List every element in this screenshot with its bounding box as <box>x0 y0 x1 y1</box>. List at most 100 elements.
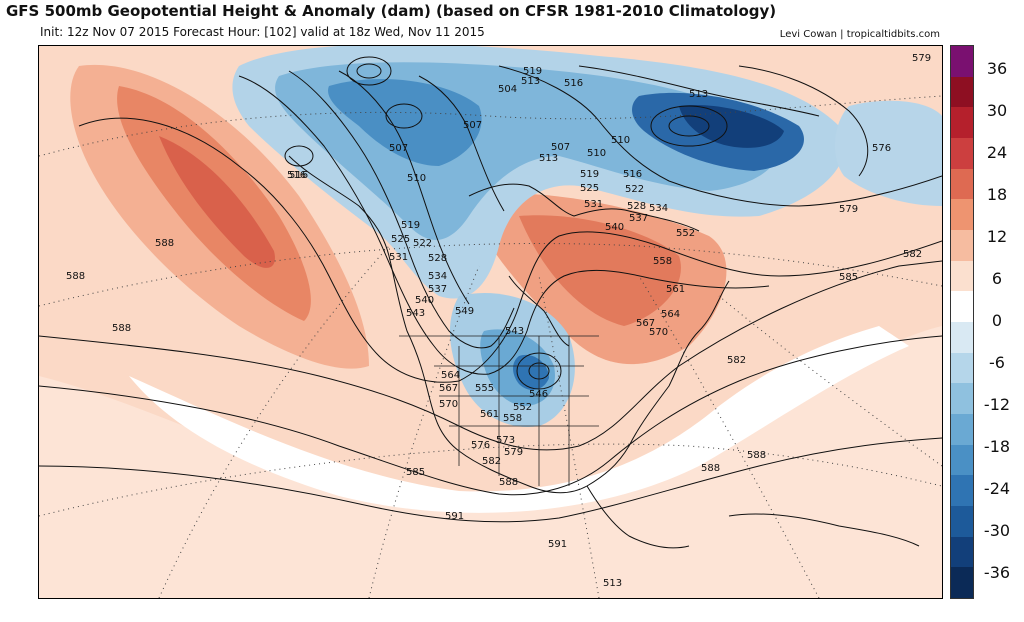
trough-anomaly-core-c <box>679 105 784 148</box>
contour-label: 525 <box>580 183 599 194</box>
credit-line: Levi Cowan | tropicaltidbits.com <box>779 29 940 40</box>
colorbar-swatch <box>951 444 973 476</box>
contour-label: 528 <box>627 201 646 212</box>
contour-label: 573 <box>496 435 515 446</box>
ridge-anomaly-core <box>159 136 275 268</box>
colorbar-tick-label: -6 <box>989 353 1005 372</box>
contour-label: 519 <box>401 220 420 231</box>
colorbar-tick-label: 30 <box>986 101 1008 120</box>
colorbar-swatch <box>951 199 973 231</box>
colorbar-swatch <box>951 352 973 384</box>
contour-label: 504 <box>498 84 517 95</box>
colorbar-swatch <box>951 46 973 78</box>
contour-label: 516 <box>623 169 642 180</box>
contour-label: 507 <box>389 143 408 154</box>
height-contours <box>39 56 942 523</box>
contour-label: 540 <box>415 295 434 306</box>
contour-label: 546 <box>529 389 548 400</box>
contour-label: 570 <box>649 327 668 338</box>
contour-label: 576 <box>872 143 891 154</box>
contour-label: 531 <box>584 199 603 210</box>
colorbar-tick-label: -30 <box>983 521 1011 540</box>
state-borders <box>399 335 599 486</box>
contour-label: 507 <box>551 142 570 153</box>
contour-label: 579 <box>504 447 523 458</box>
colorbar-swatch <box>951 506 973 538</box>
contour-label: 564 <box>441 370 460 381</box>
contour-label: 510 <box>611 135 630 146</box>
contour-label: 588 <box>155 238 174 249</box>
contour-label: 534 <box>649 203 668 214</box>
colorbar-tick-label: 6 <box>991 269 1003 288</box>
colorbar-tick-label: 24 <box>986 143 1008 162</box>
contour-label: 531 <box>389 252 408 263</box>
colorbar-swatch <box>951 475 973 507</box>
contour-label: 534 <box>428 271 447 282</box>
contour-label: 591 <box>445 511 464 522</box>
contour-label: 588 <box>112 323 131 334</box>
contour-label: 579 <box>839 204 858 215</box>
contour-label: 543 <box>505 326 524 337</box>
colorbar-swatch <box>951 414 973 446</box>
colorbar-swatch <box>951 383 973 415</box>
contour-label: 552 <box>513 402 532 413</box>
contour-label: 570 <box>439 399 458 410</box>
colorbar-tick-label: -36 <box>983 563 1011 582</box>
contour-label: 549 <box>455 306 474 317</box>
graticule <box>39 95 942 598</box>
contour-labels: 519 513 516 504 513 507 507 507 510 516 … <box>66 53 931 589</box>
contour-label: 513 <box>521 76 540 87</box>
colorbar-swatch <box>951 567 973 599</box>
contour-label: 561 <box>666 284 685 295</box>
contour-label: 519 <box>580 169 599 180</box>
contour-label: 516 <box>287 170 306 181</box>
contour-label: 537 <box>629 213 648 224</box>
contour-label: 513 <box>603 578 622 589</box>
contour-label: 519 <box>523 66 542 77</box>
contour-label: 588 <box>701 463 720 474</box>
colorbar-swatch <box>951 291 973 323</box>
contour-label: 579 <box>912 53 931 64</box>
contour-label: 588 <box>747 450 766 461</box>
contour-label: 525 <box>391 234 410 245</box>
contour-label: 582 <box>482 456 501 467</box>
contour-label: 516 <box>289 170 308 181</box>
colorbar-swatch <box>951 138 973 170</box>
contour-label: 513 <box>539 153 558 164</box>
contour-label: 543 <box>406 308 425 319</box>
contour-label: 540 <box>605 222 624 233</box>
contour-label: 537 <box>428 284 447 295</box>
contour-label: 510 <box>407 173 426 184</box>
contour-label: 588 <box>499 477 518 488</box>
anomaly-colorbar <box>950 45 974 599</box>
contour-label: 558 <box>503 413 522 424</box>
colorbar-tick-label: -18 <box>983 437 1011 456</box>
colorbar-swatch <box>951 322 973 354</box>
contour-label: 555 <box>475 383 494 394</box>
anomaly-zero-zone <box>129 326 909 513</box>
colorbar-swatch <box>951 168 973 200</box>
contour-label: 510 <box>587 148 606 159</box>
colorbar-swatch <box>951 536 973 568</box>
colorbar-swatch <box>951 260 973 292</box>
map-svg: 519 513 516 504 513 507 507 507 510 516 … <box>39 46 942 598</box>
init-valid-line: Init: 12z Nov 07 2015 Forecast Hour: [10… <box>40 25 485 39</box>
contour-label: 522 <box>413 238 432 249</box>
colorbar-tick-label: -12 <box>983 395 1011 414</box>
contour-label: 564 <box>661 309 680 320</box>
contour-label: 585 <box>839 272 858 283</box>
contour-label: 585 <box>406 467 425 478</box>
map-title: GFS 500mb Geopotential Height & Anomaly … <box>6 2 777 20</box>
colorbar-tick-label: 0 <box>991 311 1003 330</box>
contour-label: 516 <box>564 78 583 89</box>
contour-label: 552 <box>676 228 695 239</box>
colorbar-swatch <box>951 76 973 108</box>
contour-label: 513 <box>689 89 708 100</box>
midwest-anomaly-center <box>513 354 549 390</box>
anomaly-south-band <box>39 326 942 598</box>
contour-label: 582 <box>903 249 922 260</box>
colorbar-tick-label: -24 <box>983 479 1011 498</box>
contour-label: 576 <box>471 440 490 451</box>
contour-label: 558 <box>653 256 672 267</box>
contour-label: 582 <box>727 355 746 366</box>
